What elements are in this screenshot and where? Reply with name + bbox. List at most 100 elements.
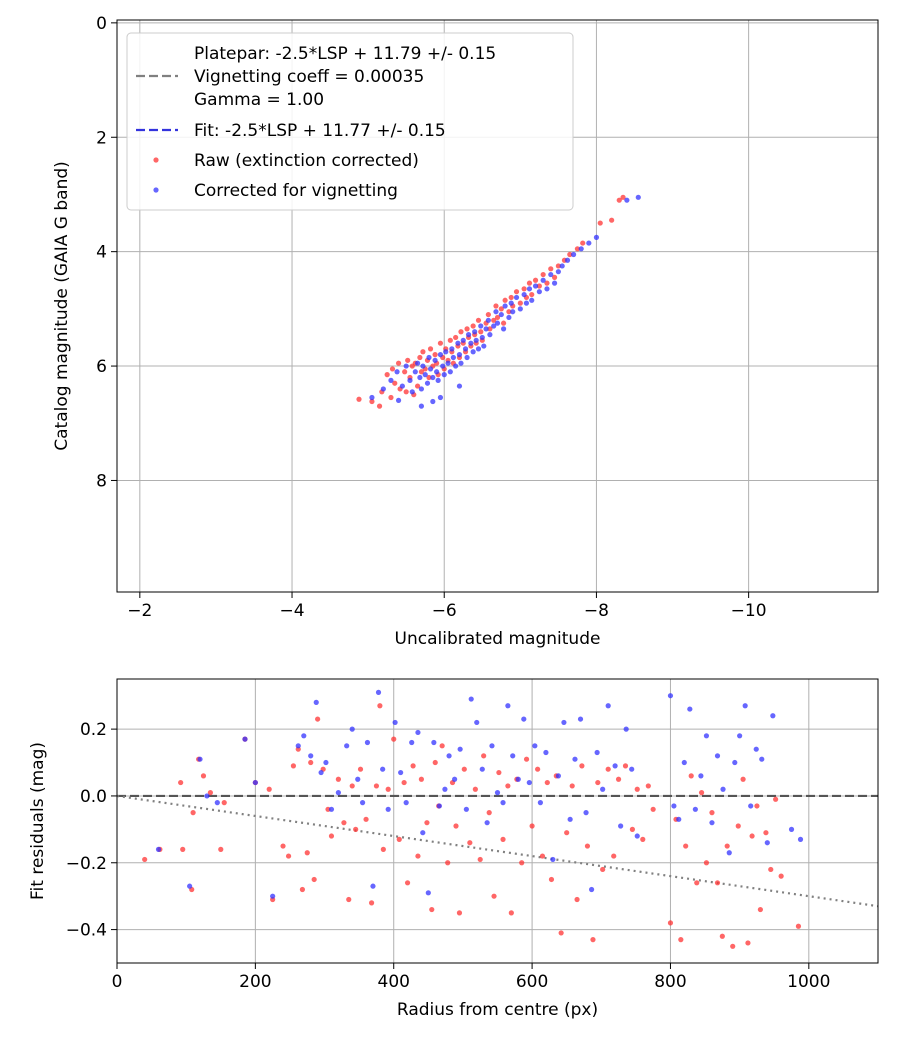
data-point xyxy=(491,893,497,899)
data-point xyxy=(395,397,402,403)
data-point xyxy=(266,786,272,792)
legend-box xyxy=(126,32,574,211)
data-point xyxy=(494,320,501,326)
residuals-points xyxy=(142,689,804,949)
data-point xyxy=(417,354,423,361)
data-point xyxy=(681,759,687,766)
data-point xyxy=(574,896,580,903)
data-point xyxy=(468,340,474,346)
data-point xyxy=(493,303,499,309)
data-point xyxy=(479,334,485,341)
line-fit xyxy=(117,0,878,19)
data-point xyxy=(624,197,630,203)
data-point xyxy=(517,306,523,312)
data-point xyxy=(667,693,674,699)
data-point xyxy=(788,826,795,832)
data-point xyxy=(399,383,405,389)
data-point xyxy=(204,793,210,799)
data-point xyxy=(313,699,319,705)
data-point xyxy=(369,398,375,405)
data-point xyxy=(505,703,511,709)
data-point xyxy=(650,806,656,812)
y-tick-label: 2 xyxy=(96,128,107,148)
data-point xyxy=(427,346,434,352)
data-point xyxy=(548,266,554,272)
x-tick-label: 1000 xyxy=(787,972,830,992)
data-point xyxy=(564,257,571,263)
x-tick-label: 0 xyxy=(112,972,123,992)
data-point xyxy=(544,779,550,786)
data-point xyxy=(615,776,622,782)
data-point xyxy=(508,910,514,916)
residuals-plot-frame xyxy=(116,678,879,964)
data-point xyxy=(178,779,184,786)
data-point xyxy=(401,779,407,786)
data-point xyxy=(437,394,444,401)
data-point xyxy=(380,386,386,392)
legend-entry-label: Corrected for vignetting xyxy=(194,181,398,201)
data-point xyxy=(474,719,480,726)
data-point xyxy=(409,389,415,395)
data-point xyxy=(301,733,307,739)
data-point xyxy=(745,940,751,946)
data-point xyxy=(349,726,355,732)
data-point xyxy=(404,880,411,886)
data-point xyxy=(572,756,578,762)
data-point xyxy=(714,753,721,759)
data-point xyxy=(426,374,432,381)
data-point xyxy=(414,360,421,366)
data-point xyxy=(318,769,324,776)
data-point xyxy=(629,766,635,772)
data-point xyxy=(491,317,497,323)
data-point xyxy=(483,326,489,332)
residuals-x-axis-label: Radius from centre (px) xyxy=(397,1000,598,1020)
data-point xyxy=(446,753,452,759)
data-point xyxy=(703,733,710,739)
x-tick-label: 200 xyxy=(239,972,271,992)
legend-entry-label: Raw (extinction corrected) xyxy=(194,151,419,171)
data-point xyxy=(537,800,543,806)
data-point xyxy=(513,294,520,301)
data-point xyxy=(218,846,224,853)
calibration-plot-frame xyxy=(116,19,879,593)
data-point xyxy=(418,776,424,782)
y-tick-label: 0.2 xyxy=(80,720,107,740)
data-point xyxy=(535,766,541,772)
data-point xyxy=(536,283,542,289)
data-point xyxy=(523,756,530,762)
data-point xyxy=(740,776,746,782)
data-point xyxy=(398,769,404,776)
data-point xyxy=(472,329,478,335)
data-point xyxy=(584,843,591,849)
data-point xyxy=(402,369,408,375)
data-point xyxy=(494,790,501,796)
data-point xyxy=(376,403,383,409)
data-point xyxy=(709,820,715,826)
calibration-lines xyxy=(117,0,878,19)
data-point xyxy=(532,283,539,289)
data-point xyxy=(465,332,472,338)
data-point xyxy=(595,779,601,786)
data-point xyxy=(555,773,561,779)
data-point xyxy=(688,773,694,779)
data-point xyxy=(420,363,426,369)
data-point xyxy=(778,873,784,879)
data-point xyxy=(472,786,478,792)
data-point xyxy=(580,240,586,246)
data-point xyxy=(462,346,469,352)
data-point xyxy=(380,846,386,853)
data-point xyxy=(550,856,556,863)
data-point xyxy=(242,736,248,742)
data-point xyxy=(555,263,561,269)
data-point xyxy=(341,820,347,826)
data-point xyxy=(295,743,301,749)
data-point xyxy=(529,823,535,829)
data-point xyxy=(600,866,606,873)
data-point xyxy=(521,286,527,292)
data-point xyxy=(431,739,437,746)
data-point xyxy=(377,703,383,709)
data-point xyxy=(678,937,684,943)
data-point xyxy=(609,217,615,223)
data-point xyxy=(395,360,402,366)
